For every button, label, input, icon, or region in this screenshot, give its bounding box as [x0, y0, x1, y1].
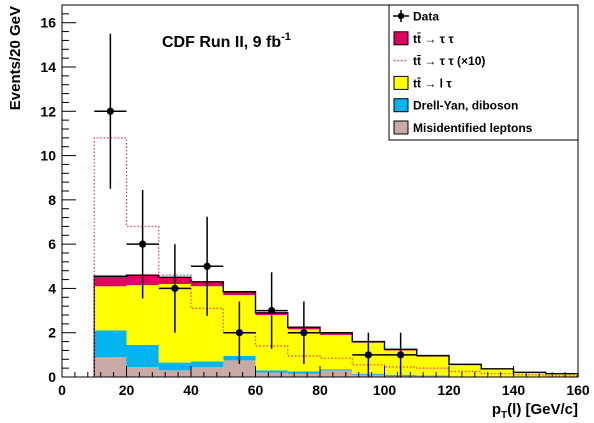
legend-label-dy: Drell-Yan, diboson [413, 99, 518, 113]
annotation-superscript: -1 [281, 31, 291, 43]
data-point-4 [235, 329, 243, 337]
y-tick-label-8: 16 [40, 15, 56, 31]
data-point-2 [171, 284, 179, 293]
y-tick-label-7: 14 [40, 59, 56, 75]
bar-dy-5 [255, 370, 288, 373]
data-point-8 [397, 351, 405, 359]
data-point-5 [268, 306, 276, 315]
x-axis-title: pT(l) [GeV/c] [492, 401, 578, 421]
bar-dy-6 [287, 371, 320, 374]
legend: Data tt̄ → τ τ tt̄ → τ τ (×10) tt̄ → l τ Dre… [388, 4, 579, 141]
y-tick-label-5: 10 [40, 148, 56, 164]
stacked-histogram [93, 274, 579, 377]
x-tick-label-2: 40 [183, 382, 199, 398]
y-axis-title: Events/20 GeV [7, 6, 24, 110]
bar-dy-2 [158, 362, 191, 371]
bar-misid-3 [191, 367, 224, 377]
y-tick-label-4: 8 [48, 192, 56, 208]
y-tick-label-3: 6 [48, 236, 56, 252]
tautau-x10-line [93, 137, 579, 377]
y-tick-label-2: 4 [48, 280, 56, 296]
legend-swatch-dy [393, 98, 409, 113]
bar-misid-2 [158, 370, 191, 377]
y-tick-label-6: 12 [40, 103, 56, 119]
bar-ltau-7 [320, 334, 353, 370]
bar-misid-10 [416, 375, 449, 377]
legend-label-ltau: tt̄ → l τ [413, 76, 452, 90]
bar-misid-7 [320, 370, 353, 377]
bar-misid-1 [126, 367, 159, 377]
x-tick-label-7: 140 [502, 382, 526, 398]
legend-swatch-tautau [393, 31, 409, 46]
bar-dy-3 [191, 361, 224, 368]
x-axis-title-tail: (l) [GeV/c] [507, 401, 578, 418]
tautau-x10-overlay [93, 137, 579, 377]
bar-tautau-7 [320, 332, 353, 335]
bar-misid-6 [287, 373, 320, 377]
bar-ltau-0 [94, 286, 127, 331]
x-tick-label-1: 20 [119, 382, 135, 398]
legend-swatch-misid [393, 120, 409, 135]
legend-label-data: Data [413, 10, 439, 24]
legend-swatch-data [397, 12, 405, 20]
legend-swatch-ltau [393, 75, 409, 90]
x-tick-label-5: 100 [373, 382, 397, 398]
x-tick-label-0: 0 [58, 382, 66, 398]
bar-ltau-10 [416, 356, 449, 376]
axes: 0 20 40 60 80 100 120 140 160 0 2 4 6 8 10 12 14 16 [40, 4, 590, 398]
x-tick-label-4: 80 [312, 382, 328, 398]
bar-tautau-4 [223, 291, 256, 296]
data-points [94, 33, 417, 377]
legend-box [388, 4, 579, 141]
data-point-6 [300, 329, 308, 337]
x-tick-label-6: 120 [437, 382, 461, 398]
y-tick-label-1: 2 [48, 325, 56, 341]
x-axis-title-subscript: T [501, 410, 507, 421]
bar-ltau-12 [481, 369, 514, 377]
data-point-0 [106, 107, 114, 115]
bar-misid-4 [223, 360, 256, 377]
legend-label-misid: Misidentified leptons [413, 121, 533, 135]
chart-annotation: CDF Run II, 9 fb-1 [162, 31, 291, 51]
bar-dy-0 [94, 330, 127, 358]
data-point-7 [364, 351, 372, 359]
bar-dy-1 [126, 344, 159, 368]
bar-ltau-14 [545, 373, 578, 377]
data-point-3 [203, 262, 211, 270]
bar-tautau-0 [94, 276, 127, 287]
stack-outline [93, 274, 579, 377]
bar-misid-0 [94, 357, 127, 377]
x-tick-label-8: 160 [566, 382, 590, 398]
data-point-1 [139, 240, 147, 248]
legend-label-tautau_x10: tt̄ → τ τ (×10) [413, 54, 485, 68]
bar-dy-7 [320, 369, 353, 371]
legend-label-tautau: tt̄ → τ τ [413, 32, 454, 46]
bar-misid-5 [255, 372, 288, 377]
y-tick-label-0: 0 [48, 369, 56, 385]
x-tick-label-3: 60 [248, 382, 264, 398]
